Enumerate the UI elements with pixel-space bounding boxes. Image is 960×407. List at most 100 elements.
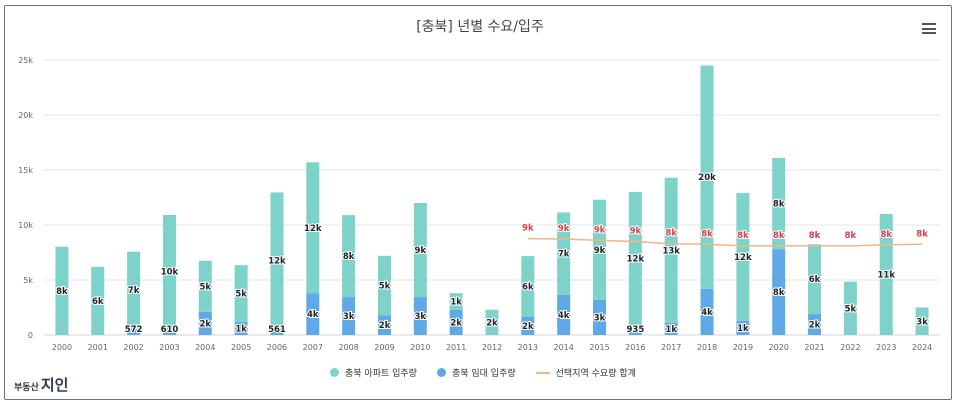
data-label-demand: 9k [630,227,642,237]
x-tick-label: 2010 [410,343,430,352]
legend-item-demand[interactable]: 선택지역 수요량 합계 [535,366,636,379]
bar-rental [377,315,391,335]
legend-marker [535,371,550,374]
line-demand [527,237,923,247]
x-tick-label: 2005 [231,343,251,352]
data-label-apartment: 6k [522,282,534,292]
bar-rental [664,322,678,335]
logo-text-large: 지인 [40,376,69,394]
data-label-rental: 3k [594,313,606,323]
bar-rental [557,294,571,335]
bar-apartment [377,255,391,316]
x-tick-label: 2023 [876,343,896,352]
data-label-rental: 2k [199,319,211,329]
bar-apartment [808,244,822,315]
data-label-apartment: 7k [128,286,140,296]
bar-apartment [413,203,427,298]
data-label-apartment: 11k [877,271,895,281]
bar-apartment [127,251,141,329]
data-label-apartment: 3k [916,317,928,327]
x-tick-label: 2009 [374,343,394,352]
bar-rental [521,316,535,335]
data-label-rental: 1k [235,324,247,334]
data-label-apartment: 12k [304,224,322,234]
bar-apartment [198,260,212,312]
data-label-demand: 9k [558,224,570,234]
x-tick-label: 2007 [303,343,323,352]
legend-label: 선택지역 수요량 합계 [555,369,636,379]
bar-apartment [521,256,535,317]
data-label-demand: 8k [916,229,928,239]
data-label-rental: 572 [125,325,143,335]
y-tick-label: 25k [18,56,33,65]
bar-apartment [772,157,786,250]
data-label-apartment: 9k [415,246,427,256]
bar-apartment [628,191,642,325]
data-label-demand: 8k [665,229,677,239]
data-label-apartment: 9k [594,246,606,256]
bar-apartment [55,246,69,335]
data-label-demand: 9k [594,225,606,235]
data-label-rental: 561 [268,325,286,335]
data-label-rental: 610 [161,325,179,335]
x-tick-label: 2018 [697,343,717,352]
x-tick-label: 2020 [769,343,789,352]
bar-rental [162,328,176,335]
data-label-rental: 2k [379,321,391,331]
data-label-apartment: 7k [558,250,570,260]
bar-rental [342,297,356,335]
x-tick-label: 2013 [518,343,538,352]
data-label-demand: 8k [773,231,785,241]
data-label-rental: 4k [701,308,713,318]
data-label-rental: 8k [773,288,785,298]
bar-rental [449,309,463,335]
data-label-apartment: 5k [199,282,211,292]
legend: 충북 아파트 입주량 충북 임대 입주량 선택지역 수요량 합계 [330,366,636,379]
x-tick-label: 2000 [52,343,72,352]
bar-apartment [843,281,857,335]
legend-item-rental[interactable]: 충북 임대 입주량 [436,366,516,379]
legend-item-apartment[interactable]: 충북 아파트 입주량 [330,366,417,379]
data-label-rental: 3k [415,312,427,322]
y-tick-label: 10k [18,221,33,230]
legend-label: 충북 아파트 입주량 [345,369,417,379]
x-tick-label: 2004 [195,343,215,352]
bar-apartment [162,214,176,329]
bar-rental [234,321,248,335]
bar-apartment [593,199,607,300]
data-label-apartment: 12k [734,253,752,263]
legend-label: 충북 임대 입주량 [451,369,516,379]
data-label-demand: 8k [845,231,857,241]
bar-apartment [736,193,750,321]
bar-rental [413,297,427,335]
data-label-apartment: 8k [343,252,355,262]
data-label-demand: 8k [737,231,749,241]
bar-apartment [700,65,714,289]
data-label-apartment: 2k [486,318,498,328]
chart-title: [충북] 년별 수요/입주 [416,19,544,35]
bar-rental [306,293,320,335]
x-tick-label: 2006 [267,343,287,352]
bar-apartment [270,192,284,329]
data-label-rental: 2k [809,321,821,331]
bar-apartment [485,309,499,335]
x-tick-label: 2008 [338,343,358,352]
data-label-rental: 2k [522,322,534,332]
hamburger-menu-icon[interactable] [922,23,936,37]
x-tick-label: 2022 [840,343,860,352]
y-tick-label: 20k [18,111,33,120]
data-label-apartment: 5k [379,282,391,292]
data-label-apartment: 20k [698,173,716,183]
x-tick-label: 2001 [88,343,108,352]
bar-rental [593,299,607,335]
y-tick-label: 5k [23,276,33,285]
data-label-apartment: 10k [161,268,179,278]
y-tick-label: 0 [28,331,33,340]
bar-apartment [234,265,248,322]
data-label-demand: 9k [522,224,534,234]
bar-apartment [306,162,320,294]
x-tick-label: 2015 [589,343,609,352]
x-tick-label: 2012 [482,343,502,352]
data-label-apartment: 12k [268,257,286,267]
